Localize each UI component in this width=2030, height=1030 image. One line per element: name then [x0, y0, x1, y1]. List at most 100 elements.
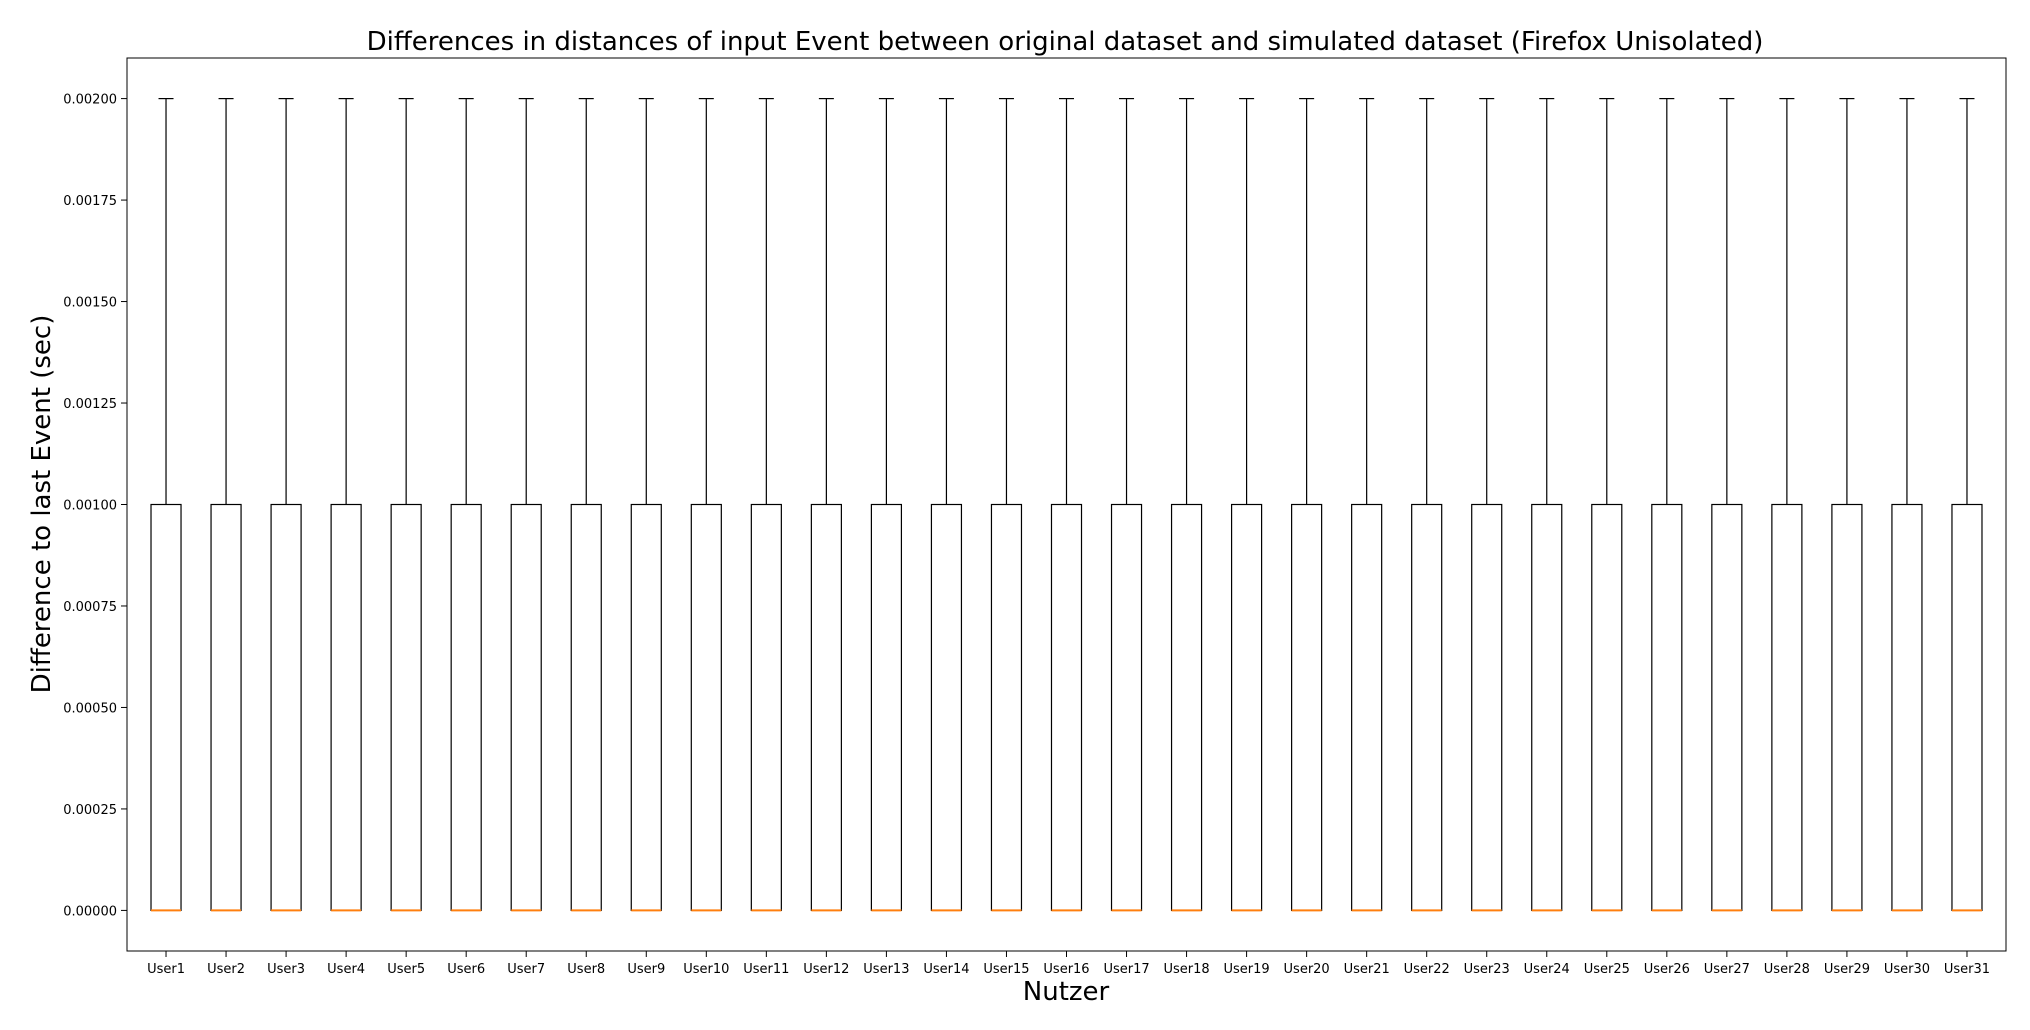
iqr-box	[1951, 503, 1983, 912]
iqr-box	[210, 503, 242, 912]
x-tick-label: User18	[1163, 962, 1209, 977]
x-tick-label: User15	[983, 962, 1029, 977]
iqr-box	[1591, 503, 1623, 912]
iqr-box	[510, 503, 542, 912]
x-tick-label: User10	[683, 962, 729, 977]
box-user7	[510, 97, 542, 912]
box-user9	[630, 97, 662, 912]
box-user1	[150, 97, 182, 912]
x-tick-label: User7	[507, 962, 545, 977]
x-tick-label: User4	[327, 962, 365, 977]
y-tick-label: 0.00100	[63, 499, 117, 514]
iqr-box	[750, 503, 782, 912]
x-tick-label: User24	[1524, 962, 1570, 977]
box-user18	[1170, 97, 1203, 912]
box-user29	[1831, 97, 1863, 912]
x-tick-label: User20	[1284, 962, 1330, 977]
y-tick-label: 0.00125	[63, 397, 117, 412]
x-axis-label: Nutzer	[1023, 977, 1110, 1007]
iqr-box	[990, 503, 1023, 912]
y-tick-label: 0.00200	[63, 93, 117, 108]
x-tick-label: User5	[387, 962, 425, 977]
iqr-box	[1351, 503, 1383, 912]
y-tick-label: 0.00075	[63, 600, 117, 615]
box-user16	[1050, 97, 1083, 912]
y-tick-label: 0.00150	[63, 296, 117, 311]
box-user23	[1471, 97, 1503, 912]
iqr-box	[1711, 503, 1743, 912]
box-user26	[1651, 97, 1683, 912]
iqr-box	[1170, 503, 1203, 912]
box-user8	[570, 97, 602, 912]
iqr-box	[1891, 503, 1923, 912]
y-tick-label: 0.00175	[63, 194, 117, 209]
box-user15	[990, 97, 1023, 912]
iqr-box	[1291, 503, 1323, 912]
x-tick-label: User6	[447, 962, 485, 977]
iqr-box	[1411, 503, 1443, 912]
x-tick-label: User26	[1644, 962, 1690, 977]
iqr-box	[1230, 503, 1263, 912]
box-user27	[1711, 97, 1743, 912]
box-user5	[390, 97, 422, 912]
iqr-box	[630, 503, 662, 912]
y-axis: 0.00000 0.00025 0.00050 0.00075 0.00100 0.001…	[63, 93, 127, 919]
box-user24	[1531, 97, 1563, 912]
x-tick-label: User29	[1824, 962, 1870, 977]
box-user20	[1291, 97, 1323, 912]
box-user4	[330, 97, 362, 912]
x-tick-label: User31	[1944, 962, 1990, 977]
x-tick-label: User23	[1464, 962, 1510, 977]
x-tick-label: User1	[147, 962, 185, 977]
box-user14	[930, 97, 963, 912]
x-tick-label: User11	[743, 962, 789, 977]
x-tick-label: User25	[1584, 962, 1630, 977]
y-tick-label: 0.00000	[63, 904, 117, 919]
x-tick-label: User3	[267, 962, 305, 977]
box-user31	[1951, 97, 1983, 912]
iqr-box	[450, 503, 482, 912]
iqr-box	[1531, 503, 1563, 912]
iqr-box	[390, 503, 422, 912]
chart-title: Differences in distances of input Event …	[367, 27, 1764, 57]
box-user17	[1110, 97, 1143, 912]
x-tick-label: User14	[923, 962, 969, 977]
iqr-box	[810, 503, 842, 912]
boxes-group	[150, 97, 1983, 912]
box-user30	[1891, 97, 1923, 912]
y-tick-label: 0.00050	[63, 701, 117, 716]
x-tick-label: User12	[803, 962, 849, 977]
x-tick-label: User27	[1704, 962, 1750, 977]
iqr-box	[1651, 503, 1683, 912]
x-tick-label: User28	[1764, 962, 1810, 977]
iqr-box	[1771, 503, 1803, 912]
x-tick-label: User9	[627, 962, 665, 977]
x-tick-label: User30	[1884, 962, 1930, 977]
x-axis: User1 User2 User3 User4 User5 User6 User7 User8…	[147, 951, 1990, 977]
y-tick-label: 0.00025	[63, 803, 117, 818]
iqr-box	[1110, 503, 1143, 912]
x-tick-label: User16	[1043, 962, 1089, 977]
iqr-box	[1471, 503, 1503, 912]
box-user3	[270, 97, 302, 912]
iqr-box	[150, 503, 182, 912]
iqr-box	[870, 503, 903, 912]
box-user11	[750, 97, 782, 912]
x-tick-label: User17	[1103, 962, 1149, 977]
iqr-box	[930, 503, 963, 912]
x-tick-label: User19	[1224, 962, 1270, 977]
iqr-box	[1050, 503, 1083, 912]
box-user21	[1351, 97, 1383, 912]
y-axis-label: Difference to last Event (sec)	[27, 315, 57, 694]
box-user12	[810, 97, 842, 912]
iqr-box	[330, 503, 362, 912]
box-user22	[1411, 97, 1443, 912]
iqr-box	[1831, 503, 1863, 912]
iqr-box	[690, 503, 722, 912]
iqr-box	[570, 503, 602, 912]
x-tick-label: User8	[567, 962, 605, 977]
box-user2	[210, 97, 242, 912]
x-tick-label: User21	[1344, 962, 1390, 977]
x-tick-label: User13	[863, 962, 909, 977]
